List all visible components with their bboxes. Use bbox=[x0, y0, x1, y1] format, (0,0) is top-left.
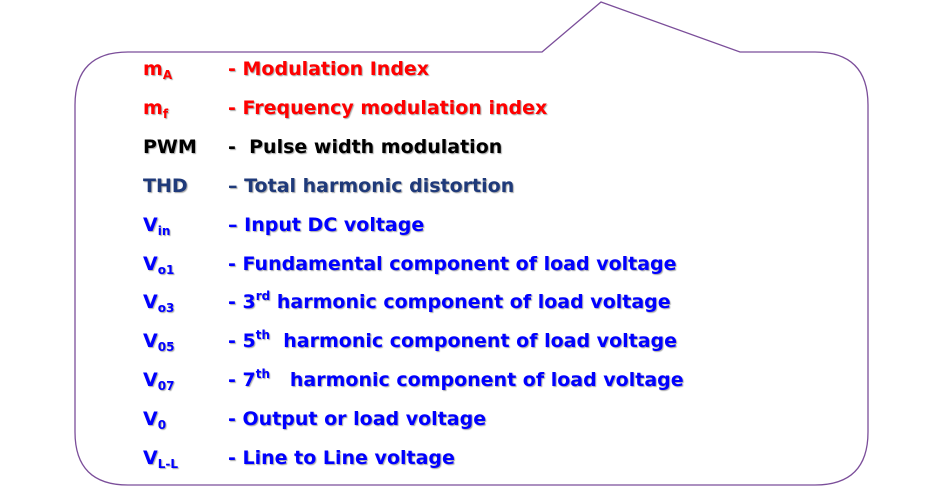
ordinal-superscript: th bbox=[255, 367, 271, 382]
abbreviation-symbol: Vo1 bbox=[143, 252, 175, 277]
description-dash: - bbox=[228, 369, 243, 392]
symbol-main: m bbox=[143, 96, 163, 119]
description-dash: - bbox=[228, 96, 243, 119]
abbreviation-symbol: V0 bbox=[143, 408, 167, 433]
description-text: Modulation Index bbox=[242, 58, 430, 80]
abbreviation-description: - 3rd harmonic component of load voltage bbox=[228, 289, 671, 314]
abbreviation-symbol: THD bbox=[143, 175, 188, 197]
description-dash: - bbox=[228, 135, 250, 158]
description-dash: - bbox=[228, 58, 243, 80]
symbol-main: V bbox=[143, 369, 158, 392]
ordinal-superscript: rd bbox=[255, 289, 271, 304]
symbol-subscript: f bbox=[162, 106, 169, 121]
symbol-main: V bbox=[143, 330, 158, 353]
abbreviation-description: - 5th harmonic component of load voltage bbox=[228, 328, 678, 353]
symbol-main: V bbox=[143, 213, 158, 236]
abbreviation-symbol: Vin bbox=[143, 213, 171, 238]
speech-bubble-path bbox=[74, 1, 869, 486]
ordinal-superscript: th bbox=[255, 328, 271, 343]
description-text: 3 bbox=[242, 291, 256, 314]
abbreviation-symbol: VL-L bbox=[143, 447, 178, 471]
abbreviation-description: - Output or load voltage bbox=[228, 408, 486, 430]
symbol-subscript: 05 bbox=[157, 340, 175, 355]
abbreviation-description: - Line to Line voltage bbox=[228, 447, 455, 469]
description-dash: - bbox=[228, 252, 243, 275]
description-dash: - bbox=[228, 447, 243, 469]
symbol-main: V bbox=[143, 291, 158, 314]
description-text: Total harmonic distortion bbox=[244, 174, 515, 197]
abbreviation-symbol: mA bbox=[143, 58, 173, 82]
symbol-subscript: in bbox=[157, 223, 171, 238]
symbol-subscript: L-L bbox=[157, 457, 178, 471]
description-text: Line to Line voltage bbox=[242, 447, 455, 469]
abbreviation-symbol: V05 bbox=[143, 330, 175, 355]
abbreviation-symbol: mf bbox=[143, 96, 169, 121]
symbol-main: V bbox=[143, 408, 158, 431]
symbol-main: THD bbox=[143, 174, 188, 197]
description-dash: - bbox=[228, 408, 243, 431]
description-text-rest: harmonic component of load voltage bbox=[270, 291, 671, 314]
abbreviation-description: - Frequency modulation index bbox=[228, 97, 547, 119]
symbol-subscript: o1 bbox=[157, 262, 175, 277]
description-dash: – bbox=[228, 174, 245, 197]
description-text: Output or load voltage bbox=[242, 408, 487, 431]
abbreviation-symbol: PWM bbox=[143, 136, 197, 158]
abbreviation-description: - 7th harmonic component of load voltage bbox=[228, 367, 684, 392]
abbreviation-description: - Modulation Index bbox=[228, 58, 429, 80]
abbreviation-description: - Pulse width modulation bbox=[228, 136, 502, 158]
abbreviation-description: – Total harmonic distortion bbox=[228, 175, 514, 197]
symbol-subscript: 07 bbox=[157, 379, 175, 394]
symbol-subscript: o3 bbox=[157, 301, 175, 316]
description-dash: - bbox=[228, 291, 243, 314]
description-text-rest: harmonic component of load voltage bbox=[270, 330, 678, 353]
abbreviation-symbol: Vo3 bbox=[143, 291, 175, 316]
description-text: 7 bbox=[242, 369, 256, 392]
symbol-subscript: A bbox=[162, 68, 173, 82]
description-text: Frequency modulation index bbox=[242, 96, 548, 119]
description-dash: – bbox=[228, 213, 245, 236]
description-text: 5 bbox=[242, 330, 256, 353]
symbol-main: PWM bbox=[143, 135, 197, 158]
abbreviation-description: – Input DC voltage bbox=[228, 214, 424, 236]
description-text-rest: harmonic component of load voltage bbox=[270, 369, 684, 392]
description-dash: - bbox=[228, 330, 243, 353]
description-text: Fundamental component of load voltage bbox=[242, 252, 677, 275]
description-text: Pulse width modulation bbox=[249, 135, 503, 158]
symbol-main: m bbox=[143, 58, 163, 80]
abbreviation-description: - Fundamental component of load voltage bbox=[228, 253, 677, 275]
abbreviation-symbol: V07 bbox=[143, 369, 175, 394]
symbol-main: V bbox=[143, 252, 158, 275]
symbol-main: V bbox=[143, 447, 158, 469]
symbol-subscript: 0 bbox=[157, 418, 167, 433]
description-text: Input DC voltage bbox=[244, 213, 425, 236]
